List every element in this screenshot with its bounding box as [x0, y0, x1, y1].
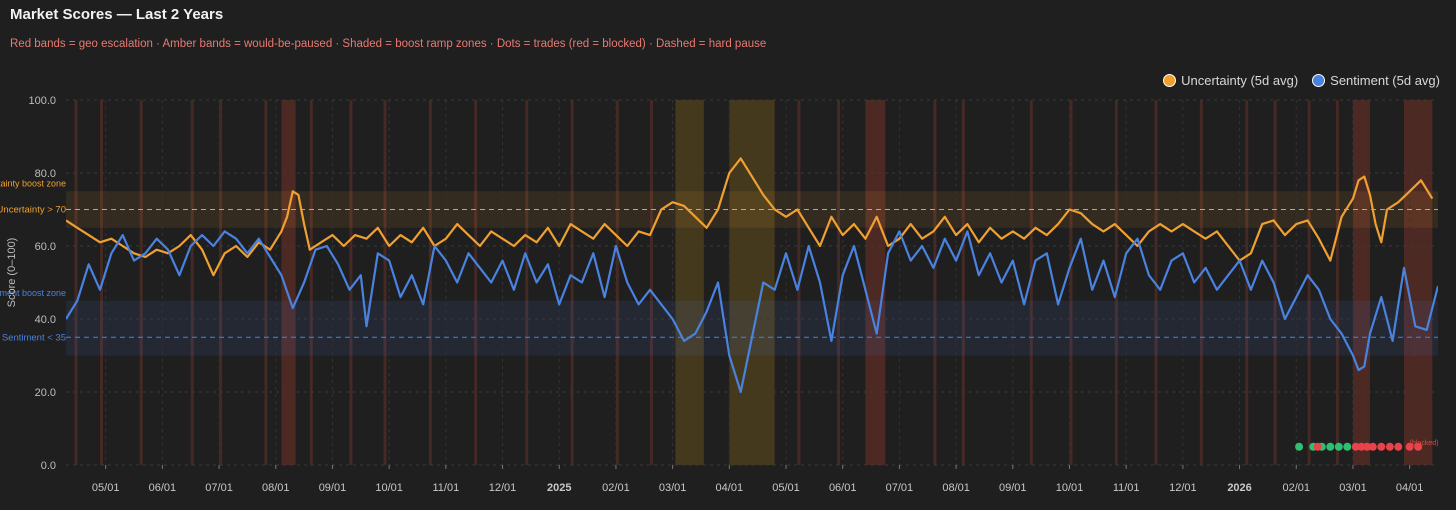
- trade-dot-11: [1377, 442, 1386, 451]
- thin-event-band-11: [525, 100, 529, 465]
- thin-event-band-26: [1307, 100, 1311, 465]
- y-tick-label-2: 40.0: [35, 314, 56, 326]
- threshold-label-1: Sentiment < 35: [2, 332, 66, 343]
- trade-dot-9: [1363, 442, 1372, 451]
- x-tick-label-9: 02/01: [602, 482, 630, 494]
- thin-event-band-18: [961, 100, 965, 465]
- trade-dot-0: [1295, 442, 1304, 451]
- x-tick-label-22: 03/01: [1339, 482, 1367, 494]
- x-tick-label-23: 04/01: [1396, 482, 1424, 494]
- x-tick-label-15: 08/01: [942, 482, 970, 494]
- threshold-label-0: Uncertainty > 70: [0, 205, 66, 216]
- trade-dot-15: [1414, 442, 1423, 451]
- x-tick-label-1: 06/01: [149, 482, 177, 494]
- x-tick-label-16: 09/01: [999, 482, 1027, 494]
- x-tick-label-8: 2025: [547, 482, 571, 494]
- trade-dot-10: [1368, 442, 1377, 451]
- y-tick-label-5: 100.0: [28, 95, 56, 107]
- trade-dot-7: [1351, 442, 1360, 451]
- x-tick-label-14: 07/01: [886, 482, 914, 494]
- boost-zone-1: [66, 300, 1438, 356]
- legend-label-uncertainty: Uncertainty (5d avg): [1181, 73, 1299, 88]
- boost-zone-label-0: Uncertainty boost zone: [0, 178, 66, 188]
- thin-event-band-20: [1069, 100, 1073, 465]
- x-tick-label-19: 12/01: [1169, 482, 1197, 494]
- x-tick-label-20: 2026: [1227, 482, 1251, 494]
- thin-event-band-6: [309, 100, 313, 465]
- thin-event-band-25: [1273, 100, 1277, 465]
- thin-event-band-7: [349, 100, 353, 465]
- x-tick-label-11: 04/01: [716, 482, 744, 494]
- thin-event-band-13: [615, 100, 619, 465]
- boost-zone-label-1: Sentiment boost zone: [0, 288, 66, 298]
- trade-dot-6: [1313, 442, 1322, 451]
- thin-event-band-14: [649, 100, 653, 465]
- red-band-1: [865, 100, 886, 465]
- legend-label-sentiment: Sentiment (5d avg): [1330, 73, 1440, 88]
- thin-event-band-22: [1154, 100, 1158, 465]
- thin-event-band-4: [219, 100, 223, 465]
- thin-event-band-17: [933, 100, 937, 465]
- trade-dot-14: [1405, 442, 1414, 451]
- series-line-1: [66, 230, 1438, 394]
- thin-event-band-23: [1199, 100, 1203, 465]
- trade-label: (blocked): [1410, 440, 1439, 447]
- x-tick-label-0: 05/01: [92, 482, 120, 494]
- thin-event-band-0: [74, 100, 78, 465]
- trade-dot-5: [1343, 442, 1352, 451]
- x-tick-label-13: 06/01: [829, 482, 857, 494]
- thin-event-band-21: [1114, 100, 1118, 465]
- thin-event-band-24: [1245, 100, 1249, 465]
- legend-item-sentiment[interactable]: Sentiment (5d avg): [1312, 73, 1440, 88]
- trade-dot-8: [1357, 442, 1366, 451]
- chart-subtitle: Red bands = geo escalation · Amber bands…: [10, 38, 767, 50]
- thin-event-band-9: [428, 100, 432, 465]
- trade-dot-3: [1326, 442, 1335, 451]
- x-tick-label-12: 05/01: [772, 482, 800, 494]
- chart-title: Market Scores — Last 2 Years: [10, 6, 224, 23]
- x-tick-label-18: 11/01: [1113, 482, 1140, 494]
- red-band-3: [1403, 100, 1433, 465]
- x-tick-label-10: 03/01: [659, 482, 687, 494]
- amber-band-1: [729, 100, 775, 465]
- x-tick-label-5: 10/01: [375, 482, 403, 494]
- legend-item-uncertainty[interactable]: Uncertainty (5d avg): [1163, 73, 1298, 88]
- thin-event-band-3: [190, 100, 194, 465]
- trade-dot-12: [1385, 442, 1394, 451]
- x-tick-label-7: 12/01: [489, 482, 517, 494]
- thin-event-band-8: [383, 100, 387, 465]
- thin-event-band-2: [139, 100, 143, 465]
- x-tick-label-2: 07/01: [205, 482, 233, 494]
- y-tick-label-0: 0.0: [41, 460, 56, 472]
- x-tick-label-6: 11/01: [432, 482, 459, 494]
- amber-band-0: [675, 100, 704, 465]
- thin-event-band-19: [1029, 100, 1033, 465]
- thin-event-band-16: [837, 100, 841, 465]
- trade-dot-4: [1334, 442, 1343, 451]
- y-tick-label-4: 80.0: [35, 168, 56, 180]
- thin-event-band-10: [474, 100, 478, 465]
- chart-legend: Uncertainty (5d avg) Sentiment (5d avg): [1163, 73, 1440, 88]
- x-tick-label-17: 10/01: [1056, 482, 1084, 494]
- x-tick-label-21: 02/01: [1282, 482, 1310, 494]
- y-axis-label: Score (0–100): [6, 238, 18, 308]
- series-line-0: [66, 157, 1434, 277]
- trade-dot-13: [1394, 442, 1403, 451]
- thin-event-band-27: [1335, 100, 1339, 465]
- y-tick-label-3: 60.0: [35, 241, 56, 253]
- red-band-2: [1352, 100, 1370, 465]
- x-tick-label-3: 08/01: [262, 482, 290, 494]
- legend-swatch-uncertainty: [1163, 74, 1177, 87]
- thin-event-band-12: [570, 100, 574, 465]
- x-tick-label-4: 09/01: [319, 482, 347, 494]
- thin-event-band-5: [264, 100, 268, 465]
- y-tick-label-1: 20.0: [35, 387, 56, 399]
- legend-swatch-sentiment: [1312, 74, 1326, 87]
